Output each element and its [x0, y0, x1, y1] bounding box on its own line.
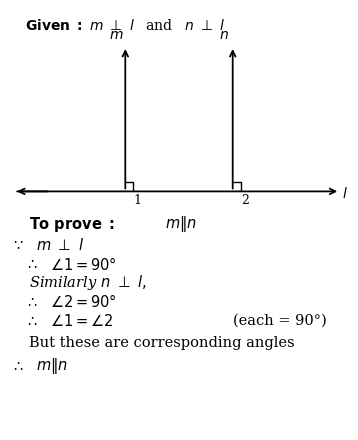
Text: $\angle 1 = \angle 2$: $\angle 1 = \angle 2$ [50, 313, 113, 329]
Text: $m \| n$: $m \| n$ [36, 356, 68, 376]
Text: (each = 90°): (each = 90°) [233, 314, 326, 328]
Text: $\therefore$: $\therefore$ [25, 314, 38, 328]
Text: $\mathbf{To\ prove\ :}$: $\mathbf{To\ prove\ :}$ [29, 215, 115, 234]
Text: But these are corresponding angles: But these are corresponding angles [29, 336, 294, 350]
Text: $\angle 2 = 90°$: $\angle 2 = 90°$ [50, 293, 117, 310]
Text: 1: 1 [134, 194, 141, 208]
Text: $m$: $m$ [109, 28, 124, 42]
Text: $\mathbf{Given}$ $\mathbf{:}$ $m\ \bot\ l$ $\;$ and $\;$ $n\ \bot\ l$: $\mathbf{Given}$ $\mathbf{:}$ $m\ \bot\ … [25, 18, 226, 33]
Text: $\because$: $\because$ [11, 238, 24, 252]
Text: $\angle 1 = 90°$: $\angle 1 = 90°$ [50, 256, 117, 272]
Text: 2: 2 [241, 194, 249, 208]
Text: $m\ \bot\ l$: $m\ \bot\ l$ [36, 237, 84, 253]
Text: $n$: $n$ [219, 28, 229, 42]
Text: $\therefore$: $\therefore$ [25, 295, 38, 309]
Text: $\therefore$: $\therefore$ [11, 359, 24, 373]
Text: $\therefore$: $\therefore$ [25, 257, 38, 271]
Text: $l$: $l$ [342, 186, 348, 201]
Text: $m \| n$: $m \| n$ [165, 214, 197, 235]
Text: Similarly $n\ \bot\ l,$: Similarly $n\ \bot\ l,$ [29, 273, 146, 293]
